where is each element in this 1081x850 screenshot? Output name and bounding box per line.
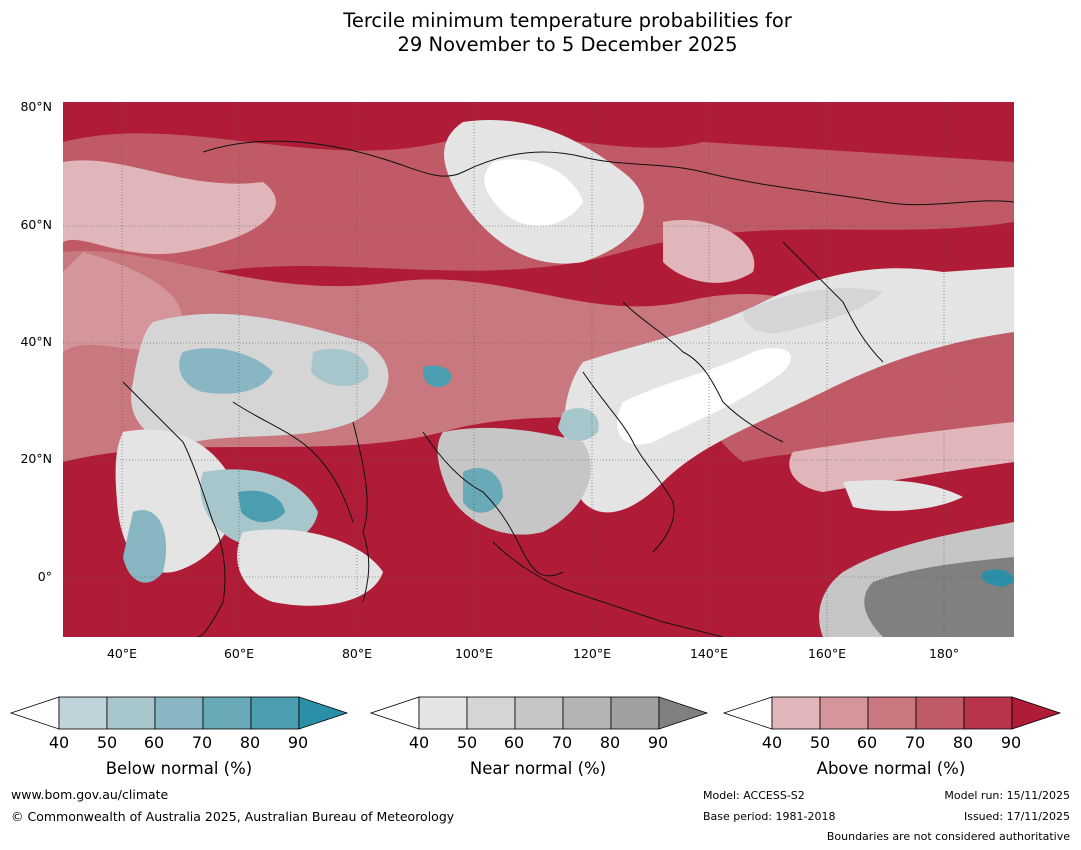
colorbar-swatch — [106, 696, 156, 730]
colorbar-near-tick: 50 — [456, 733, 478, 752]
colorbar-below-tick: 80 — [239, 733, 261, 752]
lon-tick-100e: 100°E — [454, 646, 493, 661]
colorbar-below-tick: 60 — [143, 733, 165, 752]
lon-tick-140e: 140°E — [689, 646, 728, 661]
colorbar-below-normal — [9, 696, 349, 732]
colorbar-above-normal — [722, 696, 1062, 732]
colorbar-extend-low — [722, 696, 773, 730]
colorbar-near-tick: 80 — [599, 733, 621, 752]
colorbar-below-swatches — [9, 696, 349, 730]
lon-tick-120e: 120°E — [572, 646, 611, 661]
colorbar-extend-high — [1011, 696, 1062, 730]
colorbar-near-tick: 40 — [408, 733, 430, 752]
lon-tick-160e: 160°E — [807, 646, 846, 661]
colorbar-swatch — [154, 696, 204, 730]
probability-map — [63, 102, 1014, 637]
colorbar-above-tick: 90 — [1000, 733, 1022, 752]
colorbar-swatch — [771, 696, 821, 730]
colorbar-swatch — [562, 696, 612, 730]
probability-field — [63, 102, 1014, 637]
colorbar-below-tick: 70 — [191, 733, 213, 752]
colorbar-above-tick: 40 — [761, 733, 783, 752]
colorbar-swatch — [466, 696, 516, 730]
colorbar-swatch — [514, 696, 564, 730]
base-period: Base period: 1981-2018 — [703, 810, 836, 823]
colorbar-swatch — [915, 696, 965, 730]
colorbar-below-tick: 90 — [287, 733, 309, 752]
lat-tick-20n: 20°N — [20, 451, 52, 466]
colorbar-above-tick: 80 — [952, 733, 974, 752]
colorbar-above-swatches — [722, 696, 1062, 730]
model-name: Model: ACCESS-S2 — [703, 789, 805, 802]
lat-tick-0: 0° — [37, 569, 52, 584]
colorbar-extend-high — [658, 696, 709, 730]
lon-tick-180: 180° — [928, 646, 960, 661]
colorbar-above-tick: 70 — [904, 733, 926, 752]
lat-tick-80n: 80°N — [20, 99, 52, 114]
colorbar-near-label: Near normal (%) — [469, 759, 607, 778]
chart-title: Tercile minimum temperature probabilitie… — [0, 9, 1081, 57]
issued-date: Issued: 17/11/2025 — [963, 810, 1070, 823]
boundaries-disclaimer: Boundaries are not considered authoritat… — [826, 830, 1070, 843]
colorbar-below-tick: 40 — [48, 733, 70, 752]
coastlines — [122, 140, 1014, 637]
map-panel — [63, 102, 1014, 637]
lat-tick-40n: 40°N — [20, 334, 52, 349]
lon-tick-40e: 40°E — [106, 646, 138, 661]
colorbar-swatch — [58, 696, 108, 730]
colorbar-extend-low — [369, 696, 420, 730]
colorbar-near-tick: 70 — [551, 733, 573, 752]
title-line-2: 29 November to 5 December 2025 — [397, 33, 738, 56]
website-link[interactable]: www.bom.gov.au/climate — [11, 787, 169, 802]
colorbar-below-label: Below normal (%) — [105, 759, 253, 778]
lon-tick-80e: 80°E — [341, 646, 373, 661]
colorbar-swatch — [418, 696, 468, 730]
title-line-1: Tercile minimum temperature probabilitie… — [343, 9, 792, 32]
colorbar-extend-low — [9, 696, 60, 730]
colorbar-swatch — [867, 696, 917, 730]
colorbar-swatch — [202, 696, 252, 730]
colorbar-below-tick: 50 — [96, 733, 118, 752]
colorbar-extend-high — [298, 696, 349, 730]
colorbar-above-tick: 60 — [856, 733, 878, 752]
colorbar-near-normal — [369, 696, 709, 732]
colorbar-above-label: Above normal (%) — [816, 759, 966, 778]
colorbar-near-tick: 90 — [647, 733, 669, 752]
colorbar-swatch — [819, 696, 869, 730]
colorbar-swatch — [963, 696, 1013, 730]
graticule — [63, 102, 1014, 637]
colorbar-swatch — [250, 696, 300, 730]
copyright-text: © Commonwealth of Australia 2025, Austra… — [11, 809, 455, 824]
colorbar-above-tick: 50 — [809, 733, 831, 752]
colorbar-near-swatches — [369, 696, 709, 730]
colorbar-swatch — [610, 696, 660, 730]
model-run: Model run: 15/11/2025 — [944, 789, 1070, 802]
lon-tick-60e: 60°E — [223, 646, 255, 661]
colorbar-near-tick: 60 — [503, 733, 525, 752]
lat-tick-60n: 60°N — [20, 217, 52, 232]
